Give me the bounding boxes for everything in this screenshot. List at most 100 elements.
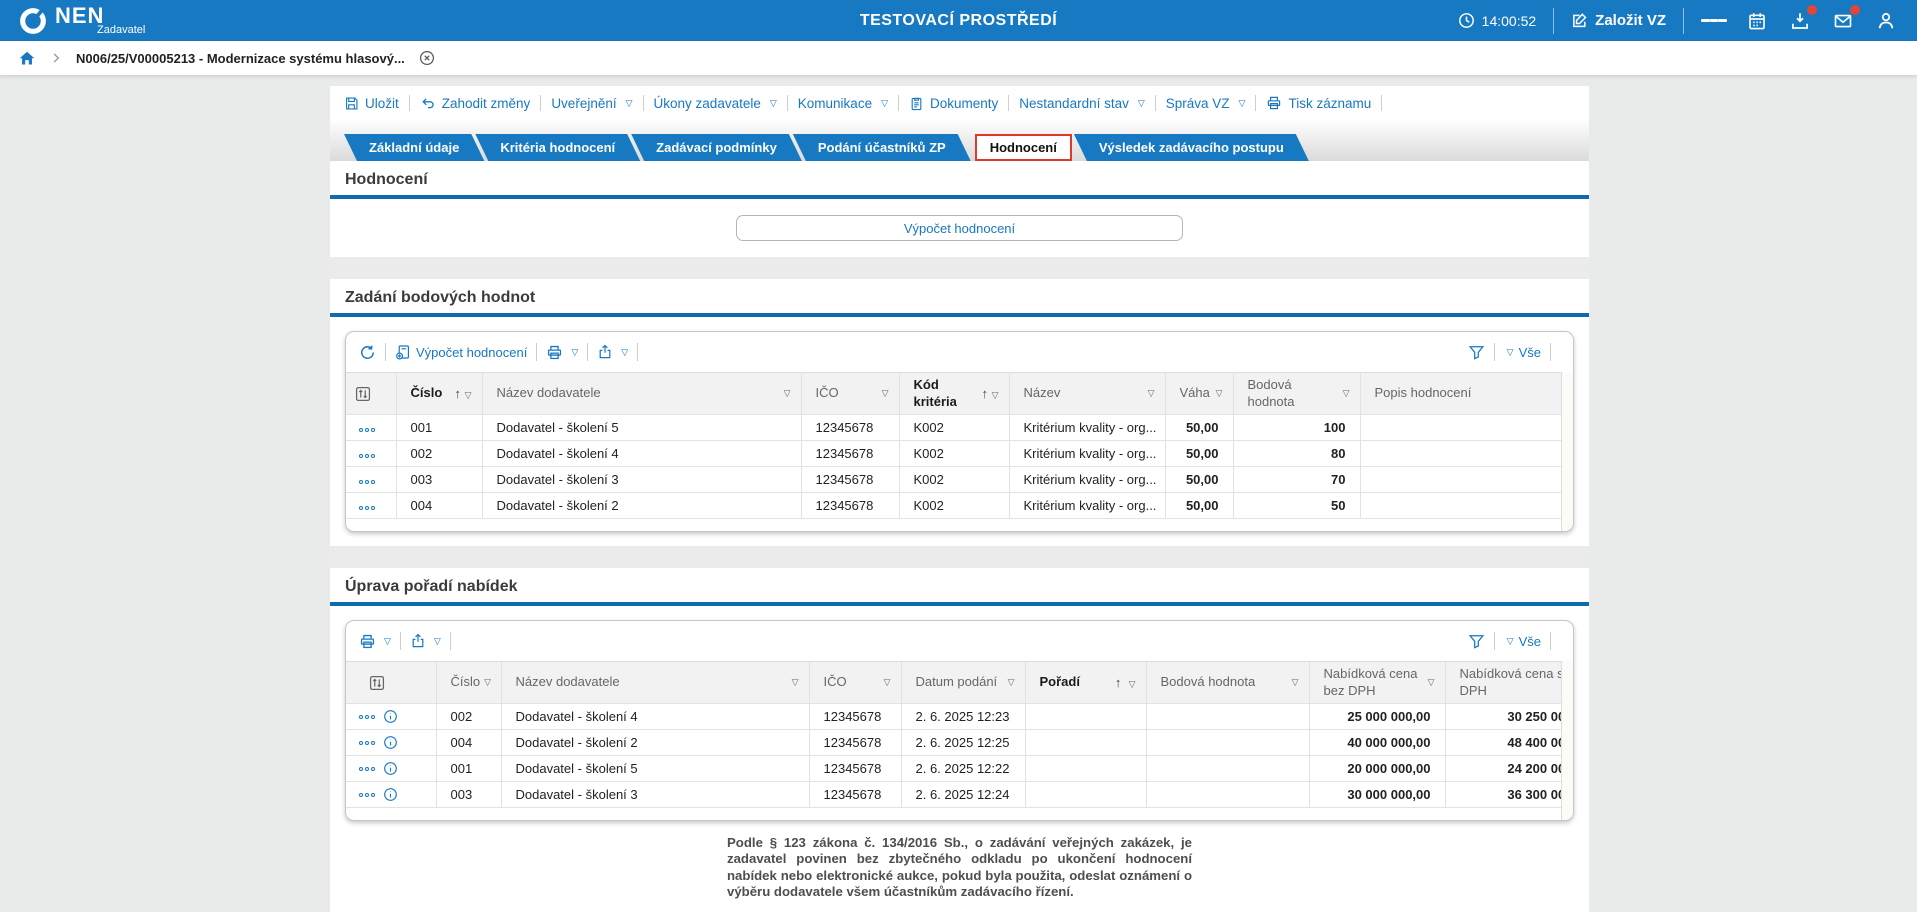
user-icon[interactable] — [1873, 8, 1899, 34]
grid1-col-vaha[interactable]: Váha ▽ — [1165, 372, 1234, 415]
info-icon[interactable] — [383, 709, 398, 724]
row-menu-icon[interactable] — [359, 480, 375, 484]
cell-dodavatel: Dodavatel - školení 2 — [482, 492, 802, 519]
row-menu-icon[interactable] — [359, 740, 375, 745]
grid2-col-cena-s-dph[interactable]: Nabídková cena s DPH — [1445, 661, 1561, 704]
caret-down-icon[interactable]: ▽ — [484, 677, 492, 687]
cell-kod: K002 — [899, 440, 1010, 467]
tab-zadavaci-podminky[interactable]: Zadávací podmínky — [631, 134, 802, 161]
grid1-col-ico[interactable]: IČO ▽ — [801, 372, 900, 415]
row-menu-icon[interactable] — [359, 714, 375, 719]
cell-cislo: 001 — [436, 755, 502, 782]
column-chooser-icon[interactable] — [346, 372, 397, 415]
save-button[interactable]: Uložit — [344, 96, 399, 111]
cell-popis — [1360, 492, 1561, 519]
cell-poradi — [1025, 781, 1147, 808]
row-menu-icon[interactable] — [359, 792, 375, 797]
tab-vysledek-postupu[interactable]: Výsledek zadávacího postupu — [1074, 134, 1309, 161]
top-header-bar: NEN Zadavatel TESTOVACÍ PROSTŘEDÍ 14:00:… — [0, 0, 1917, 41]
section-rule — [330, 602, 1589, 606]
grid2-col-bodova-hodnota[interactable]: Bodová hodnota ▽ — [1146, 661, 1310, 704]
grid1-col-cislo[interactable]: Číslo ↑ ▽ — [396, 372, 483, 415]
table-row: 003 Dodavatel - školení 3 12345678 2. 6.… — [346, 781, 1561, 808]
caret-down-icon[interactable]: ▽ — [1147, 388, 1155, 398]
tab-hodnoceni-active[interactable]: Hodnocení — [974, 134, 1072, 161]
grid2-view-all-button[interactable]: ▽ Vše — [1504, 634, 1541, 649]
contracting-authority-tasks-menu[interactable]: Úkony zadavatele ▽ — [654, 96, 777, 111]
column-chooser-icon[interactable] — [346, 661, 437, 704]
row-menu-icon[interactable] — [359, 454, 375, 458]
grid2-export-button[interactable]: ▽ — [410, 633, 441, 649]
info-icon[interactable] — [383, 787, 398, 802]
close-circle-icon[interactable] — [419, 50, 435, 66]
menu-icon[interactable] — [1701, 8, 1728, 34]
vypocet-hodnoceni-button[interactable]: Výpočet hodnocení — [736, 215, 1183, 241]
discard-changes-button[interactable]: Zahodit změny — [420, 95, 530, 111]
caret-down-icon[interactable]: ▽ — [1007, 677, 1015, 687]
caret-down-icon[interactable]: ▽ — [464, 390, 472, 400]
grid1-calc-button[interactable]: Výpočet hodnocení — [395, 344, 527, 360]
cell-cislo: 003 — [396, 466, 483, 493]
caret-down-icon[interactable]: ▽ — [791, 677, 799, 687]
filter-icon[interactable] — [1468, 344, 1485, 361]
grid1-col-kod-kriteria[interactable]: Kód kritéria ↑ ▽ — [899, 372, 1010, 415]
breadcrumb-record[interactable]: N006/25/V00005213 - Modernizace systému … — [76, 50, 405, 66]
grid1-export-button[interactable]: ▽ — [597, 344, 628, 360]
cell-datum: 2. 6. 2025 12:22 — [901, 755, 1026, 782]
row-menu-icon[interactable] — [359, 428, 375, 432]
grid1-col-popis[interactable]: Popis hodnocení — [1360, 372, 1561, 415]
print-record-button[interactable]: Tisk záznamu — [1266, 95, 1371, 111]
info-icon[interactable] — [383, 735, 398, 750]
info-icon[interactable] — [383, 761, 398, 776]
caret-down-icon[interactable]: ▽ — [1291, 677, 1299, 687]
communication-menu[interactable]: Komunikace ▽ — [798, 96, 888, 111]
record-command-toolbar: Uložit Zahodit změny Uveřejnění ▽ Úkony … — [330, 86, 1589, 119]
grid1-col-nazev[interactable]: Název ▽ — [1009, 372, 1166, 415]
caret-down-icon[interactable]: ▽ — [1128, 679, 1136, 689]
tab-kriteria-hodnoceni[interactable]: Kritéria hodnocení — [475, 134, 640, 161]
home-icon[interactable] — [18, 49, 36, 67]
nonstandard-state-menu[interactable]: Nestandardní stav ▽ — [1019, 96, 1144, 111]
documents-button[interactable]: Dokumenty — [909, 96, 998, 111]
refresh-icon[interactable] — [359, 344, 376, 361]
inbox-icon[interactable] — [1787, 4, 1817, 34]
grid2-col-datum-podani[interactable]: Datum podání ▽ — [901, 661, 1026, 704]
grid2-col-cislo[interactable]: Číslo ▽ — [436, 661, 502, 704]
caret-down-icon[interactable]: ▽ — [1342, 388, 1350, 398]
caret-down-icon[interactable]: ▽ — [883, 677, 891, 687]
scrollbar-track[interactable] — [1561, 372, 1573, 531]
cell-dodavatel: Dodavatel - školení 5 — [482, 414, 802, 441]
grid2-col-ico[interactable]: IČO ▽ — [809, 661, 902, 704]
grid1-print-button[interactable]: ▽ — [546, 344, 578, 361]
publish-menu[interactable]: Uveřejnění ▽ — [551, 96, 632, 111]
caret-down-icon[interactable]: ▽ — [1427, 677, 1435, 687]
calendar-icon[interactable] — [1744, 8, 1770, 34]
caret-down-icon[interactable]: ▽ — [783, 388, 791, 398]
communication-label: Komunikace — [797, 95, 873, 111]
cell-bodova: 70 — [1233, 466, 1361, 493]
grid2-print-button[interactable]: ▽ — [359, 633, 391, 650]
create-vz-button[interactable]: Založit VZ — [1571, 12, 1666, 29]
edit-icon — [1571, 12, 1588, 29]
grid1-col-bodova-hodnota[interactable]: Bodová hodnota ▽ — [1233, 372, 1361, 415]
scrollbar-track[interactable] — [1561, 661, 1573, 820]
cell-cislo: 002 — [436, 703, 502, 730]
grid2-col-poradi[interactable]: Pořadí ↑ ▽ — [1025, 661, 1147, 704]
grid2-col-nazev-dodavatele[interactable]: Název dodavatele ▽ — [501, 661, 810, 704]
grid2-col-cena-bez-dph[interactable]: Nabídková cena bez DPH ▽ — [1309, 661, 1446, 704]
nen-brand[interactable]: NEN Zadavatel — [18, 5, 145, 36]
filter-icon[interactable] — [1468, 633, 1485, 650]
divider — [399, 632, 401, 650]
caret-down-icon[interactable]: ▽ — [881, 388, 889, 398]
caret-down-icon[interactable]: ▽ — [991, 390, 999, 400]
caret-down-icon[interactable]: ▽ — [1215, 388, 1223, 398]
discard-icon — [420, 95, 436, 111]
tab-zakladni-udaje[interactable]: Základní údaje — [344, 134, 484, 161]
tab-podani-ucastniku[interactable]: Podání účastníků ZP — [793, 134, 971, 161]
mail-icon[interactable] — [1830, 4, 1860, 34]
grid1-view-all-button[interactable]: ▽ Vše — [1504, 345, 1541, 360]
row-menu-icon[interactable] — [359, 506, 375, 510]
row-menu-icon[interactable] — [359, 766, 375, 771]
grid1-col-nazev-dodavatele[interactable]: Název dodavatele ▽ — [482, 372, 802, 415]
vz-administration-menu[interactable]: Správa VZ ▽ — [1166, 96, 1246, 111]
